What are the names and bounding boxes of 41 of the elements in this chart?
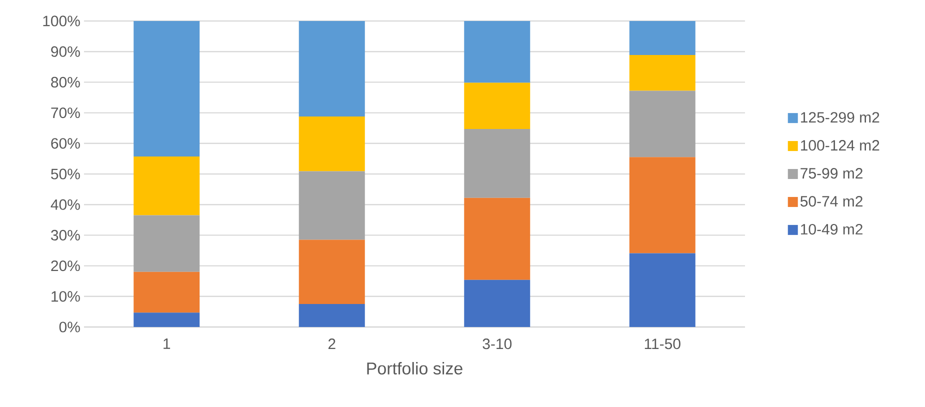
bar (464, 198, 530, 280)
y-tick-label: 20% (51, 260, 80, 272)
legend-label: 100-124 m2 (801, 140, 880, 151)
x-tick-label: 1 (164, 338, 170, 349)
bar (464, 129, 530, 198)
x-axis-title: Portfolio size (367, 362, 462, 375)
legend-label: 125-299 m2 (801, 112, 880, 123)
bar (298, 304, 365, 327)
y-tick-label: 0% (59, 322, 80, 332)
bar (134, 312, 200, 327)
bar (629, 54, 696, 91)
bar (134, 156, 200, 216)
bar (629, 157, 696, 254)
bar (134, 20, 200, 157)
bar (464, 82, 530, 130)
x-tick-label: 2 (328, 338, 336, 350)
x-tick-label: 11-50 (644, 338, 680, 350)
x-tick-label: 3-10 (482, 338, 512, 350)
y-tick-label: 50% (51, 168, 80, 180)
y-tick-label: 60% (51, 138, 80, 149)
y-tick-label: 70% (51, 107, 80, 118)
bar (298, 240, 365, 304)
bar (464, 20, 530, 83)
bar (629, 90, 696, 158)
y-tick-label: 90% (51, 46, 80, 57)
bar (298, 116, 365, 172)
bar (464, 280, 530, 327)
y-tick-label: 80% (51, 76, 80, 88)
y-tick-label: 40% (50, 199, 80, 210)
y-tick-label: 100% (43, 16, 80, 26)
bar (298, 171, 365, 240)
legend-label: 50-74 m2 (800, 196, 862, 207)
bar (134, 215, 200, 272)
y-tick-label: 10% (52, 291, 80, 302)
bar (134, 272, 200, 313)
legend-label: 10-49 m2 (801, 224, 862, 235)
bar (629, 253, 696, 327)
bar (629, 20, 696, 55)
bar (298, 20, 365, 116)
legend-label: 75-99 m2 (800, 168, 862, 179)
y-tick-label: 30% (51, 230, 80, 241)
